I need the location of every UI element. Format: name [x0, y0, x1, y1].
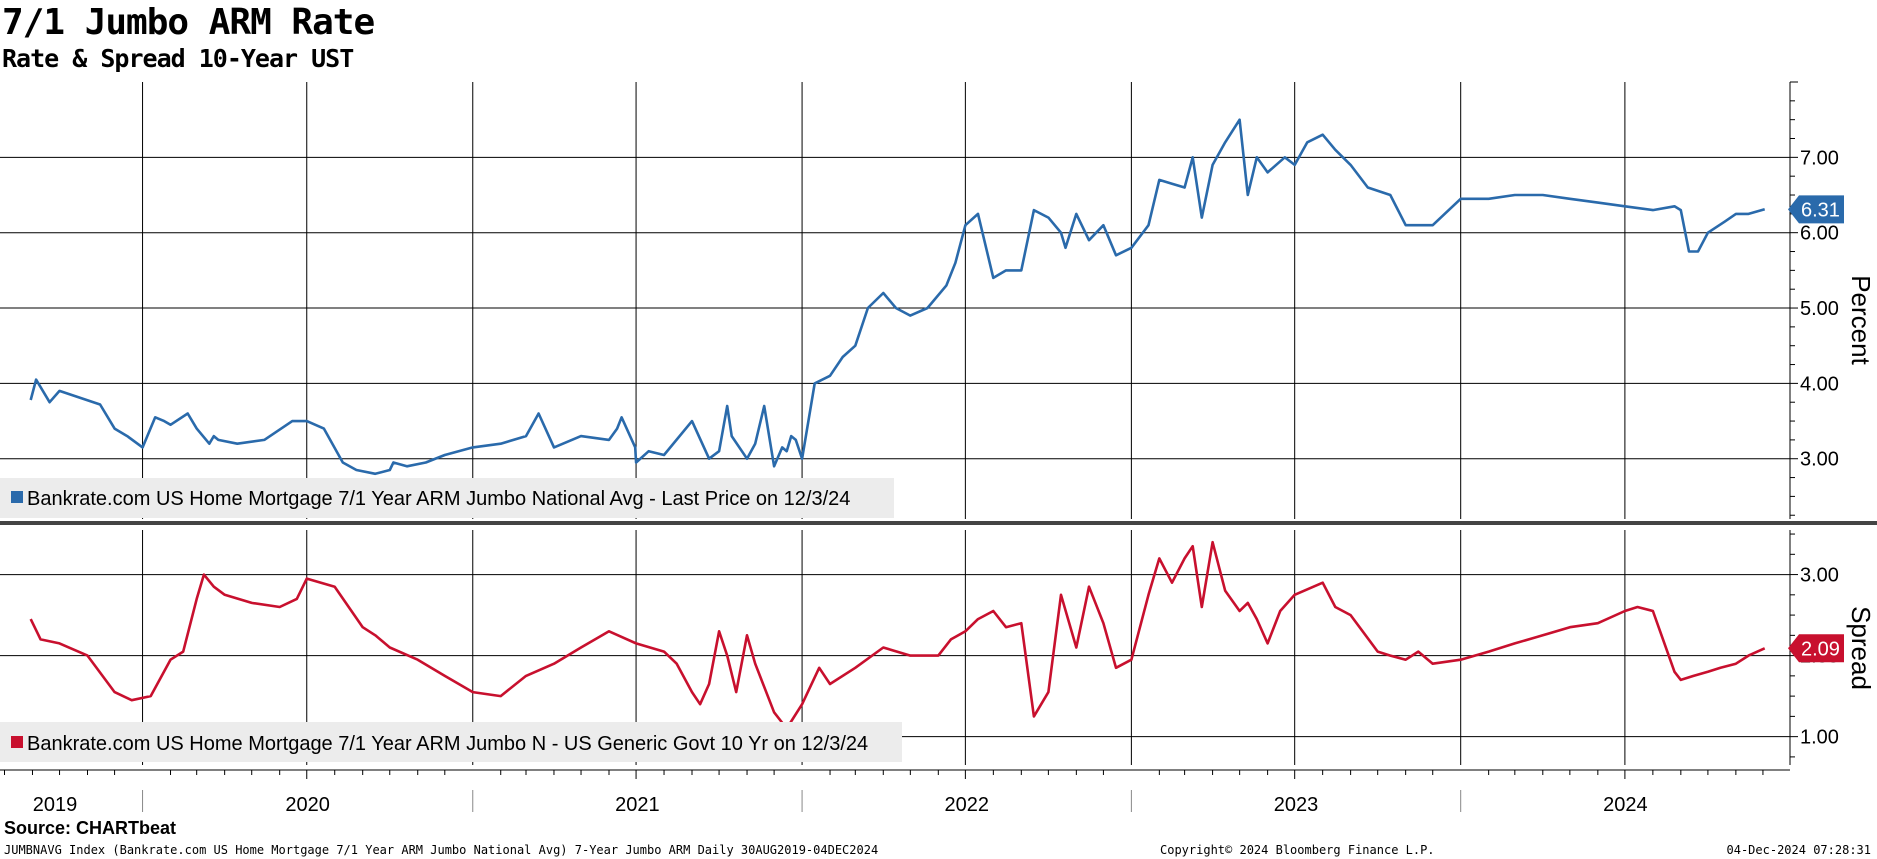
x-axis: 2019 2020 2021 2022 2023 2024	[0, 769, 1790, 815]
spread-line	[29, 540, 1766, 730]
x-year-label: 2021	[615, 794, 660, 815]
spread-series	[29, 540, 1766, 730]
y-tick-label: 3.00	[1800, 449, 1839, 471]
y-tick-label: 5.00	[1800, 298, 1839, 320]
top-y-axis: 3.00 4.00 5.00 6.00 7.00	[1789, 81, 1839, 519]
y-tick-label: 3.00	[1800, 565, 1839, 587]
x-year-label: 2019	[33, 794, 78, 815]
flag-shape	[1788, 634, 1844, 663]
x-year-label: 2023	[1274, 794, 1319, 815]
index-description: JUMBNAVG Index (Bankrate.com US Home Mor…	[4, 843, 879, 857]
spread-axis-title: Spread	[1846, 606, 1876, 690]
copyright-note: Copyright© 2024 Bloomberg Finance L.P.	[1160, 843, 1435, 857]
x-year-label: 2020	[285, 794, 330, 815]
y-tick-label: 4.00	[1800, 373, 1839, 395]
y-tick-label: 6.00	[1800, 223, 1839, 245]
chart-area: 3.004.005.006.007.00 1.002.003.00 201920…	[0, 81, 1877, 815]
top-panel-grid	[0, 82, 1790, 519]
x-year-label: 2022	[944, 794, 989, 815]
flag-value: 2.09	[1801, 638, 1840, 660]
spread-legend-box	[0, 722, 902, 762]
y-tick-label: 7.00	[1800, 147, 1839, 169]
y-tick-label: 1.00	[1800, 727, 1839, 749]
bottom-panel-grid	[0, 530, 1790, 765]
spread-legend-label: Bankrate.com US Home Mortgage 7/1 Year A…	[27, 733, 868, 755]
spread-legend: Bankrate.com US Home Mortgage 7/1 Year A…	[0, 722, 902, 762]
x-year-label: 2024	[1603, 794, 1648, 815]
rate-legend-label: Bankrate.com US Home Mortgage 7/1 Year A…	[27, 488, 850, 510]
spread-last-value-flag: 2.09	[1788, 634, 1844, 663]
flag-value: 6.31	[1801, 199, 1840, 221]
rate-axis-title: Percent	[1846, 275, 1876, 365]
source-note: Source: CHARTbeat	[4, 818, 177, 838]
rate-legend-box	[0, 478, 894, 518]
flag-shape	[1788, 195, 1844, 224]
rate-legend-swatch	[11, 491, 23, 503]
rate-legend: Bankrate.com US Home Mortgage 7/1 Year A…	[0, 478, 894, 518]
rate-series	[29, 118, 1766, 476]
timestamp: 04-Dec-2024 07:28:31	[1726, 843, 1872, 857]
rate-line	[29, 118, 1766, 476]
chart-subtitle: Rate & Spread 10-Year UST	[2, 44, 354, 73]
chart-title: 7/1 Jumbo ARM Rate	[2, 2, 375, 43]
rate-last-value-flag: 6.31	[1788, 195, 1844, 224]
spread-legend-swatch	[11, 736, 23, 748]
